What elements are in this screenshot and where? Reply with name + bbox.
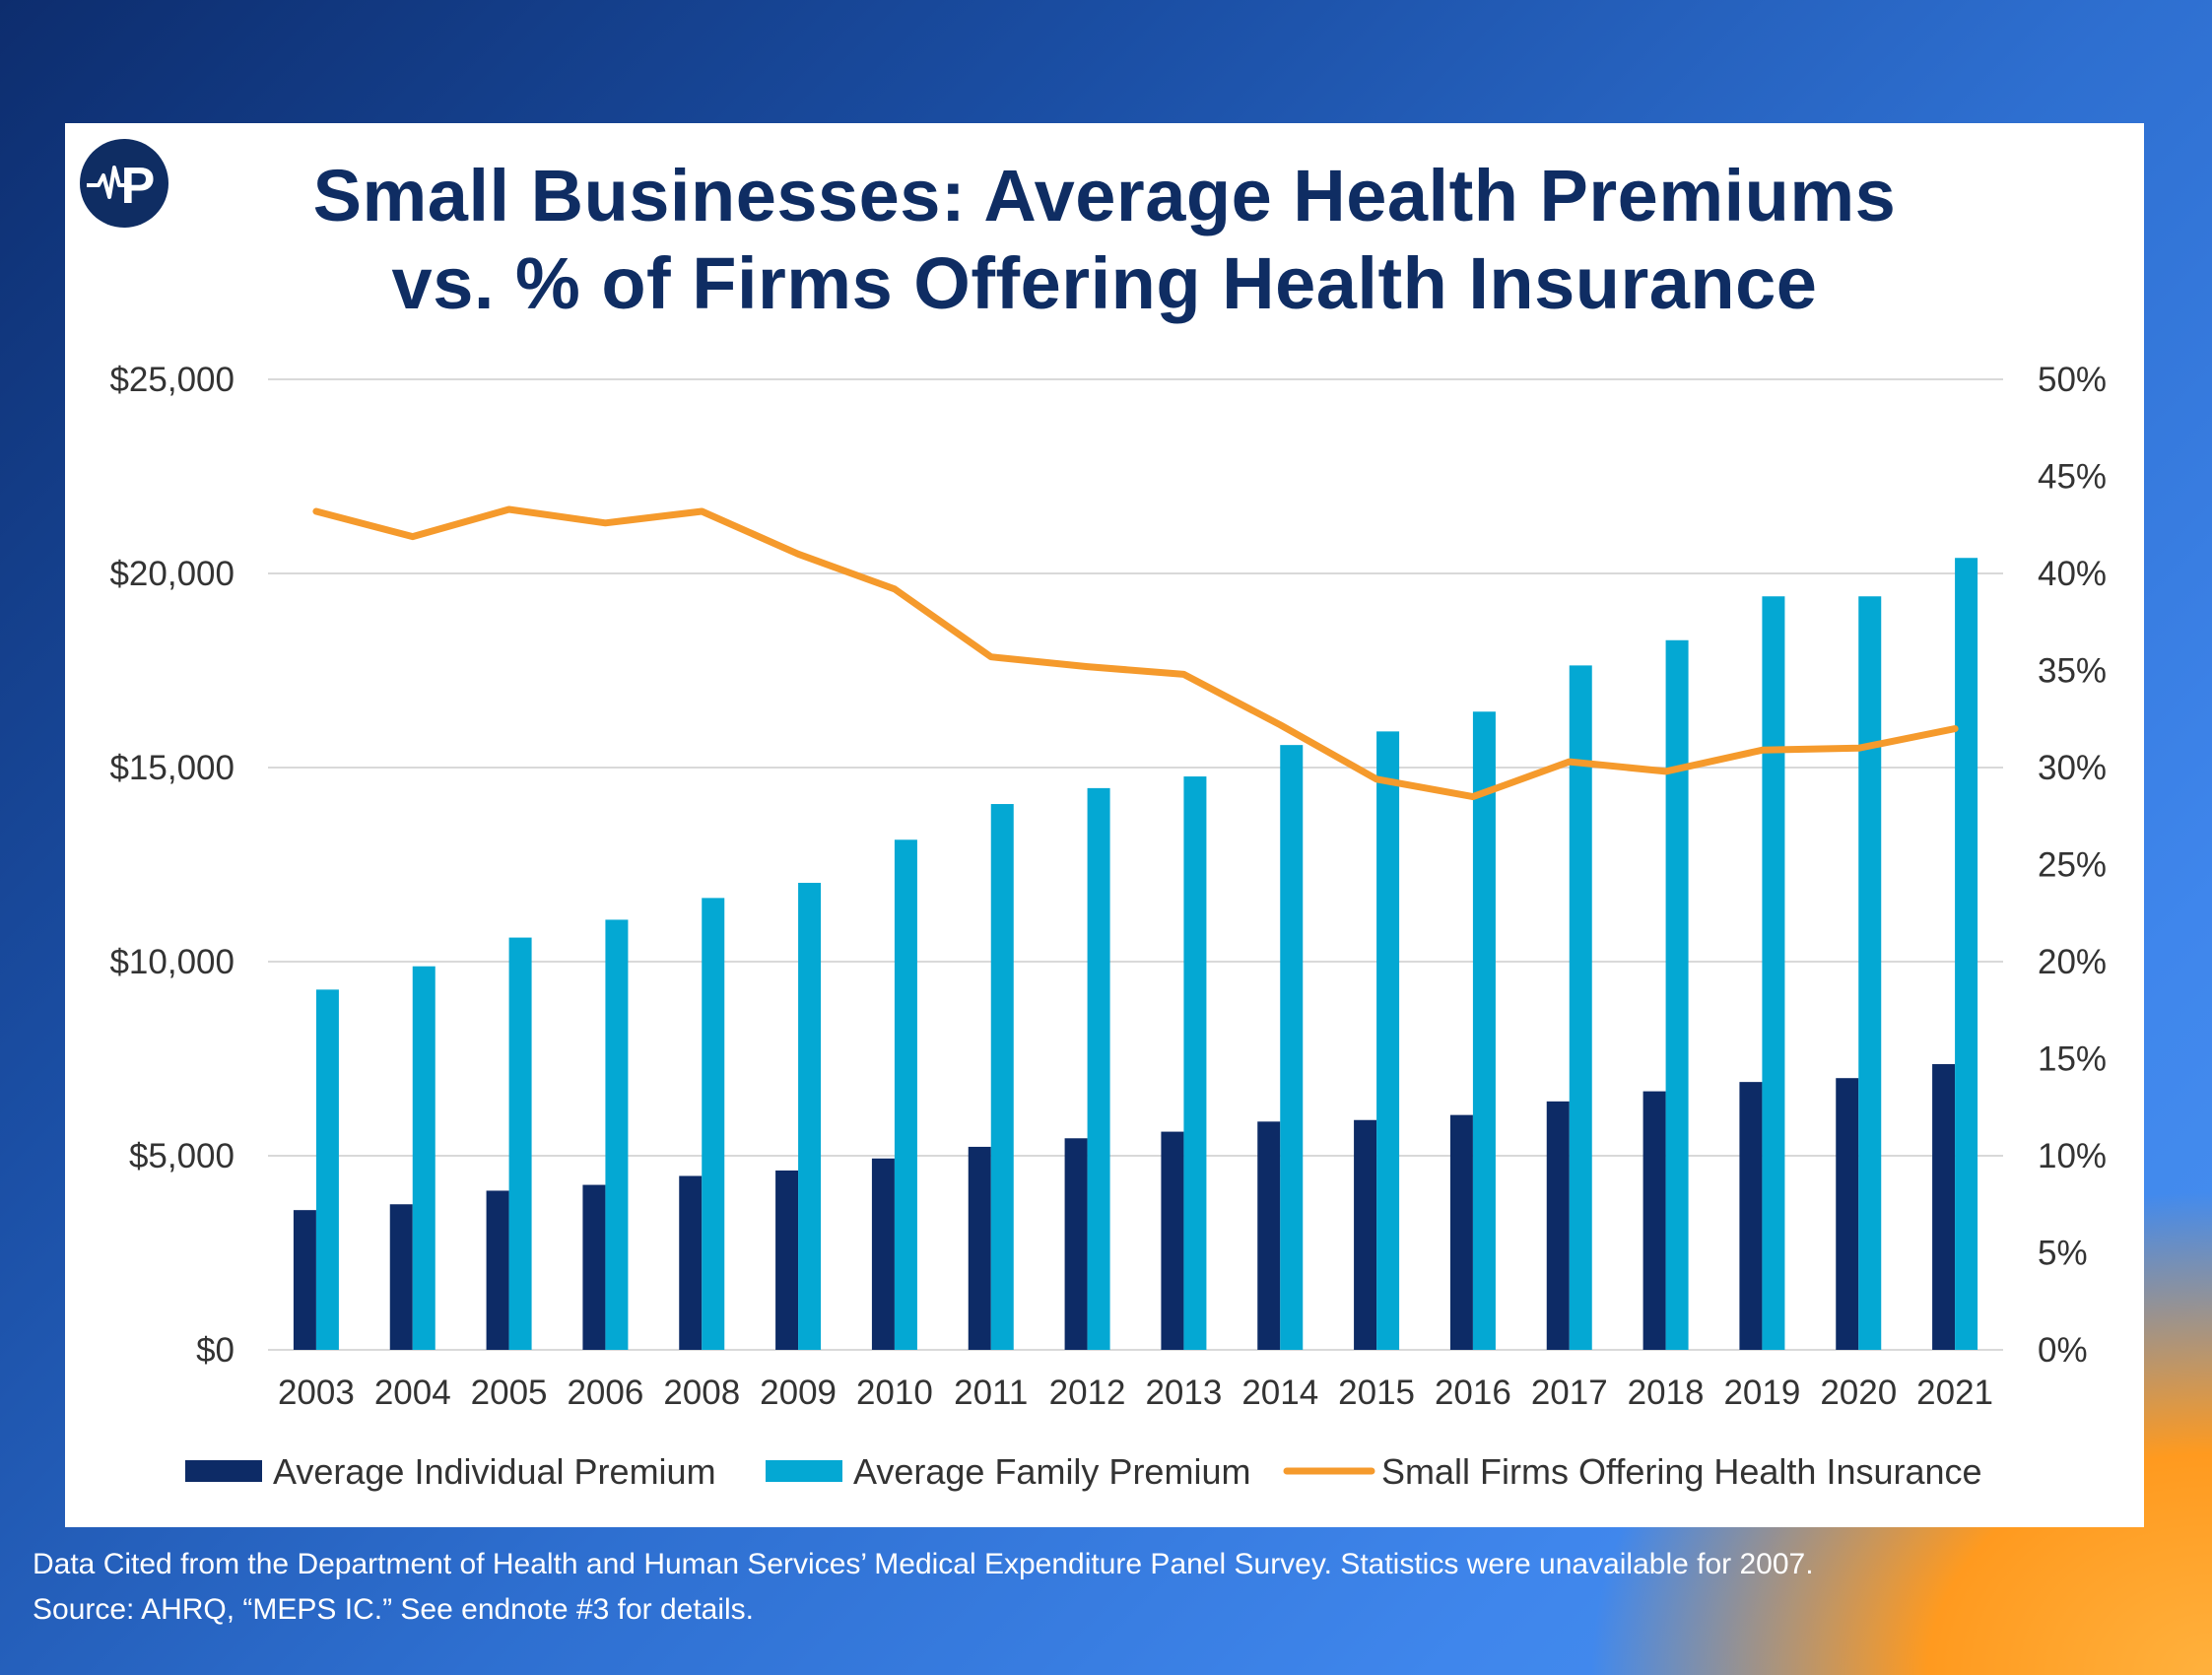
y-right-tick-label: 45% [2038, 458, 2107, 497]
chart-title-line-2: vs. % of Firms Offering Health Insurance [391, 242, 1818, 324]
bar-individual-premium [775, 1170, 799, 1350]
y-right-tick-label: 10% [2038, 1137, 2107, 1175]
bar-family-premium [1472, 711, 1496, 1350]
x-tick-label: 2015 [1338, 1374, 1415, 1412]
legend-label-family: Average Family Premium [853, 1451, 1250, 1492]
x-tick-label: 2012 [1049, 1374, 1126, 1412]
bar-family-premium [990, 804, 1014, 1350]
bar-individual-premium [679, 1175, 703, 1350]
y-right-tick-label: 25% [2038, 846, 2107, 885]
bar-individual-premium [1449, 1114, 1473, 1350]
logo-letter: P [121, 158, 156, 215]
bar-family-premium [702, 898, 725, 1350]
legend-label-line: Small Firms Offering Health Insurance [1381, 1451, 1982, 1492]
bar-individual-premium [1836, 1078, 1859, 1350]
y-left-tick-label: $10,000 [109, 943, 235, 981]
x-tick-label: 2009 [760, 1374, 837, 1412]
bar-individual-premium [871, 1158, 895, 1350]
y-right-tick-label: 40% [2038, 555, 2107, 593]
y-left-tick-label: $15,000 [109, 749, 235, 787]
bar-family-premium [1762, 596, 1785, 1350]
x-tick-label: 2019 [1723, 1374, 1800, 1412]
line-small-firms-offering [312, 505, 1959, 801]
y-left-tick-label: $5,000 [129, 1137, 235, 1175]
bar-individual-premium [293, 1210, 316, 1350]
y-left-tick-label: $0 [196, 1331, 235, 1370]
x-tick-label: 2020 [1820, 1374, 1897, 1412]
bar-family-premium [1569, 665, 1592, 1350]
x-tick-label: 2013 [1145, 1374, 1222, 1412]
chart-title-line-1: Small Businesses: Average Health Premium… [312, 155, 1897, 236]
bar-individual-premium [1064, 1138, 1088, 1350]
x-tick-label: 2014 [1241, 1374, 1318, 1412]
bar-family-premium [1087, 787, 1110, 1350]
x-tick-label: 2003 [278, 1374, 355, 1412]
bar-family-premium [1183, 776, 1207, 1350]
bar-individual-premium [968, 1146, 991, 1350]
x-tick-label: 2011 [954, 1374, 1028, 1412]
bar-individual-premium [1257, 1121, 1281, 1350]
bar-family-premium [1665, 639, 1689, 1350]
x-tick-label: 2006 [567, 1374, 643, 1412]
x-tick-label: 2021 [1916, 1374, 1993, 1412]
bar-individual-premium [389, 1204, 413, 1350]
x-tick-label: 2010 [856, 1374, 933, 1412]
y-right-tick-label: 15% [2038, 1040, 2107, 1079]
bar-individual-premium [1932, 1064, 1956, 1350]
bar-family-premium [412, 966, 436, 1350]
bar-individual-premium [582, 1184, 606, 1350]
x-tick-label: 2018 [1628, 1374, 1705, 1412]
y-right-tick-label: 20% [2038, 943, 2107, 981]
x-tick-label: 2008 [663, 1374, 740, 1412]
footnote-line-2: Source: AHRQ, “MEPS IC.” See endnote #3 … [33, 1593, 755, 1626]
heartbeat-p-logo-icon: P [80, 139, 168, 228]
bar-individual-premium [486, 1190, 509, 1350]
bar-family-premium [1376, 731, 1400, 1350]
y-left-tick-label: $20,000 [109, 555, 235, 593]
footnote-line-1: Data Cited from the Department of Health… [33, 1548, 1814, 1580]
bar-family-premium [798, 883, 822, 1350]
y-right-tick-label: 35% [2038, 652, 2107, 691]
y-right-tick-label: 50% [2038, 361, 2107, 399]
y-left-tick-label: $25,000 [109, 361, 235, 399]
bar-family-premium [894, 839, 917, 1350]
legend-label-individual: Average Individual Premium [273, 1451, 716, 1492]
bar-family-premium [508, 937, 532, 1350]
bar-individual-premium [1161, 1131, 1184, 1350]
bar-family-premium [1955, 558, 1978, 1350]
bar-family-premium [605, 919, 629, 1350]
bar-individual-premium [1642, 1091, 1666, 1350]
chart-svg: $0 $5,000 $10,000 $15,000 $20,000 $25,000 0% 5%… [109, 361, 2107, 1492]
x-tick-label: 2005 [471, 1374, 548, 1412]
bar-family-premium [315, 989, 339, 1350]
x-tick-label: 2016 [1435, 1374, 1511, 1412]
bar-individual-premium [1354, 1119, 1377, 1350]
y-right-tick-label: 30% [2038, 749, 2107, 787]
x-tick-label: 2017 [1531, 1374, 1608, 1412]
legend-swatch-family [766, 1460, 842, 1482]
bar-individual-premium [1546, 1101, 1570, 1350]
y-right-tick-label: 5% [2038, 1235, 2088, 1273]
bar-family-premium [1858, 596, 1882, 1350]
bar-family-premium [1280, 745, 1304, 1350]
y-right-tick-label: 0% [2038, 1331, 2088, 1370]
bar-individual-premium [1739, 1082, 1763, 1350]
legend-swatch-individual [185, 1460, 262, 1482]
x-tick-label: 2004 [374, 1374, 451, 1412]
footnote: Data Cited from the Department of Health… [33, 1542, 2180, 1633]
